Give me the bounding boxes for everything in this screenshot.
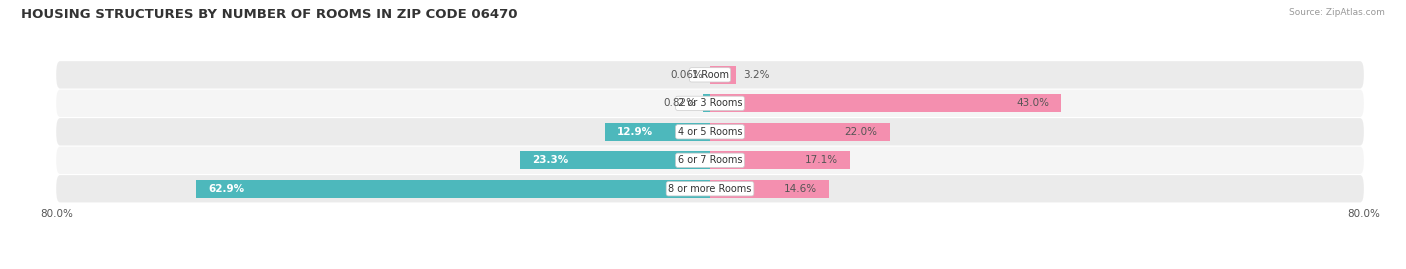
Text: 1 Room: 1 Room bbox=[692, 70, 728, 80]
FancyBboxPatch shape bbox=[56, 61, 1364, 89]
FancyBboxPatch shape bbox=[56, 118, 1364, 146]
FancyBboxPatch shape bbox=[56, 147, 1364, 174]
Bar bbox=[520, 151, 710, 169]
Text: 43.0%: 43.0% bbox=[1017, 98, 1049, 108]
Text: 3.2%: 3.2% bbox=[742, 70, 769, 80]
Text: 6 or 7 Rooms: 6 or 7 Rooms bbox=[678, 155, 742, 165]
Text: 23.3%: 23.3% bbox=[531, 155, 568, 165]
Text: 0.82%: 0.82% bbox=[664, 98, 697, 108]
Text: 12.9%: 12.9% bbox=[617, 127, 652, 137]
Text: 4 or 5 Rooms: 4 or 5 Rooms bbox=[678, 127, 742, 137]
Bar bbox=[710, 94, 1062, 112]
Text: HOUSING STRUCTURES BY NUMBER OF ROOMS IN ZIP CODE 06470: HOUSING STRUCTURES BY NUMBER OF ROOMS IN… bbox=[21, 8, 517, 21]
Bar bbox=[710, 123, 890, 141]
Bar bbox=[703, 94, 710, 112]
Text: 22.0%: 22.0% bbox=[845, 127, 877, 137]
Bar bbox=[710, 66, 737, 84]
Text: 2 or 3 Rooms: 2 or 3 Rooms bbox=[678, 98, 742, 108]
Text: 14.6%: 14.6% bbox=[785, 184, 817, 194]
Text: Source: ZipAtlas.com: Source: ZipAtlas.com bbox=[1289, 8, 1385, 17]
Text: 0.06%: 0.06% bbox=[671, 70, 703, 80]
Bar bbox=[710, 180, 830, 198]
Text: 62.9%: 62.9% bbox=[208, 184, 245, 194]
Text: 17.1%: 17.1% bbox=[804, 155, 838, 165]
FancyBboxPatch shape bbox=[56, 175, 1364, 203]
Bar bbox=[195, 180, 710, 198]
Bar bbox=[710, 151, 849, 169]
FancyBboxPatch shape bbox=[56, 90, 1364, 117]
Bar bbox=[605, 123, 710, 141]
Text: 8 or more Rooms: 8 or more Rooms bbox=[668, 184, 752, 194]
